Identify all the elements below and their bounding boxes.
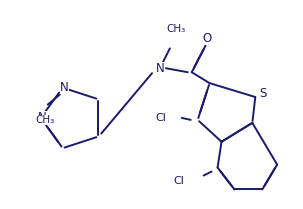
Text: Cl: Cl [173, 176, 184, 186]
Text: N: N [60, 81, 69, 94]
Text: O: O [202, 32, 211, 45]
Text: Cl: Cl [155, 113, 166, 123]
Text: N: N [155, 62, 164, 75]
Text: CH₃: CH₃ [35, 116, 55, 125]
Text: CH₃: CH₃ [166, 24, 185, 34]
Text: N: N [38, 111, 47, 124]
Text: S: S [260, 87, 267, 99]
